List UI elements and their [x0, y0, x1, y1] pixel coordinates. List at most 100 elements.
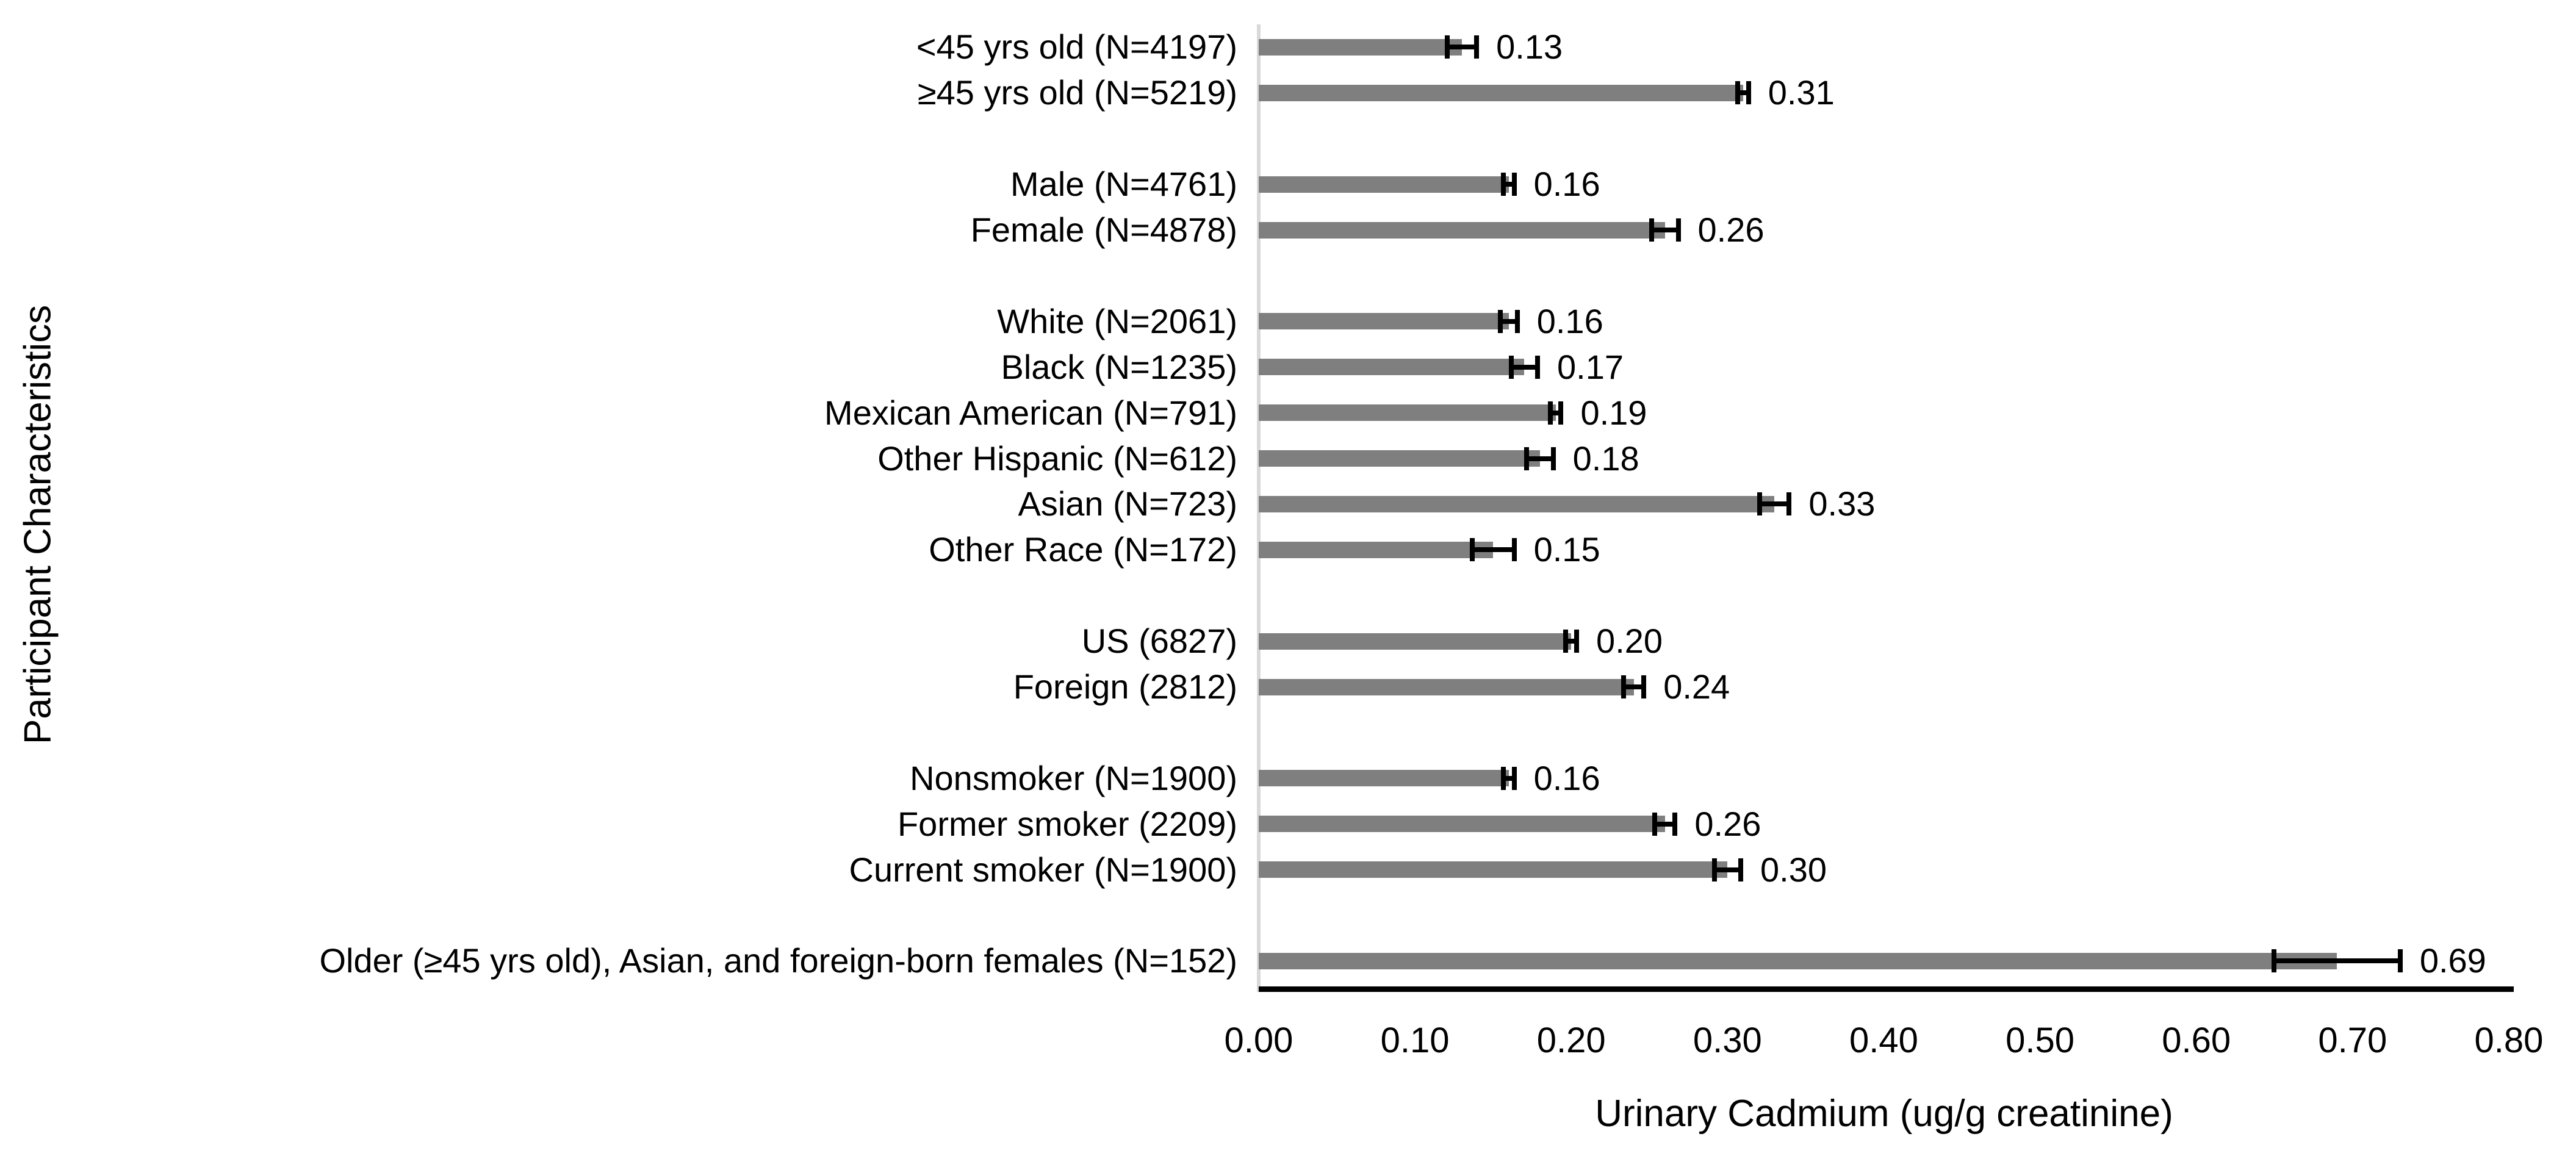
error-bar-line [1444, 45, 1480, 50]
error-bar-cap-low [1500, 173, 1506, 196]
x-tick-label: 0.60 [2162, 1021, 2231, 1060]
bar [1259, 404, 1556, 422]
error-bar-cap-low [1649, 218, 1655, 242]
error-bar-cap-high [1746, 81, 1751, 105]
error-bar-line [1524, 456, 1556, 461]
bar [1259, 359, 1525, 376]
value-label: 0.13 [1496, 27, 1563, 66]
bar [1259, 678, 1634, 695]
value-label: 0.20 [1596, 622, 1663, 661]
bar [1259, 633, 1572, 650]
category-label: Current smoker (N=1900) [849, 850, 1237, 889]
error-bar [1444, 35, 1480, 59]
category-label: White (N=2061) [997, 301, 1237, 340]
error-bar-cap-low [1508, 355, 1514, 379]
x-tick-label: 0.00 [1224, 1021, 1293, 1060]
bar [1259, 84, 1743, 101]
bar [1259, 952, 2337, 969]
error-bar-cap-low [1497, 309, 1503, 333]
error-bar-cap-high [1641, 675, 1647, 699]
error-bar [1524, 447, 1556, 470]
value-label: 0.33 [1808, 484, 1876, 523]
error-bar-cap-low [1757, 492, 1763, 516]
error-bar-line [1735, 90, 1751, 96]
category-label: Nonsmoker (N=1900) [910, 758, 1237, 797]
value-label: 0.16 [1533, 758, 1600, 797]
error-bar-cap-low [1563, 630, 1569, 653]
error-bar [1508, 355, 1541, 379]
plot-area: 0.13 0.31 0.16 0.26 0.16 0.17 0.19 0.18 0.33 0.15… [1257, 24, 2514, 992]
bar [1259, 770, 1509, 787]
bar [1259, 450, 1541, 467]
error-bar-cap-low [1500, 766, 1506, 790]
category-label: <45 yrs old (N=4197) [916, 27, 1237, 66]
error-bar-cap-high [1574, 630, 1580, 653]
error-bar [1497, 309, 1520, 333]
error-bar-line [1652, 821, 1678, 827]
error-bar-cap-high [1550, 447, 1556, 470]
error-bar-line [1563, 639, 1580, 644]
error-bar-cap-low [1444, 35, 1450, 59]
bar [1259, 861, 1728, 878]
x-tick-label: 0.30 [1693, 1021, 1762, 1060]
bar [1259, 816, 1665, 833]
error-bar-cap-high [1511, 173, 1517, 196]
error-bar-cap-low [1621, 675, 1627, 699]
x-tick-label: 0.50 [2006, 1021, 2075, 1060]
x-axis-line [1259, 986, 2514, 992]
error-bar-cap-high [1511, 538, 1517, 562]
error-bar-line [1469, 547, 1517, 553]
value-label: 0.16 [1533, 165, 1600, 204]
error-bar [1547, 401, 1564, 425]
y-axis-title: Participant Characteristics [16, 304, 59, 745]
category-label: Foreign (2812) [1013, 667, 1237, 706]
error-bar-line [1497, 318, 1520, 324]
category-label: US (6827) [1081, 622, 1237, 661]
category-label: Black (N=1235) [1001, 347, 1237, 386]
value-label: 0.15 [1533, 530, 1600, 569]
value-label: 0.26 [1697, 210, 1765, 250]
bar [1259, 313, 1509, 330]
x-tick-label: 0.80 [2474, 1021, 2544, 1060]
value-label: 0.19 [1580, 393, 1647, 432]
error-bar [1469, 538, 1517, 562]
x-tick-label: 0.20 [1536, 1021, 1606, 1060]
error-bar [1621, 675, 1647, 699]
error-bar-line [1649, 228, 1681, 233]
error-bar-cap-low [1524, 447, 1530, 470]
bar [1259, 541, 1494, 558]
error-bar [1563, 630, 1580, 653]
error-bar-cap-low [1652, 812, 1658, 836]
category-label: Former smoker (2209) [897, 804, 1237, 843]
error-bar-cap-low [1735, 81, 1741, 105]
category-label: Female (N=4878) [970, 210, 1237, 250]
x-tick-label: 0.10 [1380, 1021, 1450, 1060]
error-bar [1500, 173, 1517, 196]
error-bar-cap-high [1535, 355, 1541, 379]
error-bar-line [1621, 684, 1647, 690]
error-bar-cap-low [2271, 949, 2276, 973]
error-bar [1757, 492, 1792, 516]
error-bar [1652, 812, 1678, 836]
error-bar-cap-high [1558, 401, 1564, 425]
value-label: 0.17 [1557, 347, 1624, 386]
x-tick-label: 0.70 [2318, 1021, 2387, 1060]
error-bar-cap-low [1469, 538, 1475, 562]
bar [1259, 221, 1665, 239]
error-bar-cap-low [1547, 401, 1553, 425]
error-bar-line [1508, 364, 1541, 370]
category-label: ≥45 yrs old (N=5219) [917, 73, 1237, 112]
error-bar-line [1711, 867, 1743, 872]
error-bar-line [1500, 182, 1517, 187]
error-bar-cap-high [1672, 812, 1678, 836]
value-label: 0.26 [1694, 804, 1761, 843]
error-bar-cap-high [1675, 218, 1681, 242]
value-label: 0.30 [1760, 850, 1827, 889]
value-label: 0.18 [1572, 439, 1639, 478]
error-bar-cap-high [1514, 309, 1520, 333]
error-bar-line [2271, 958, 2403, 964]
x-tick-label: 0.40 [1849, 1021, 1918, 1060]
error-bar-cap-high [2397, 949, 2403, 973]
error-bar-line [1500, 775, 1517, 781]
